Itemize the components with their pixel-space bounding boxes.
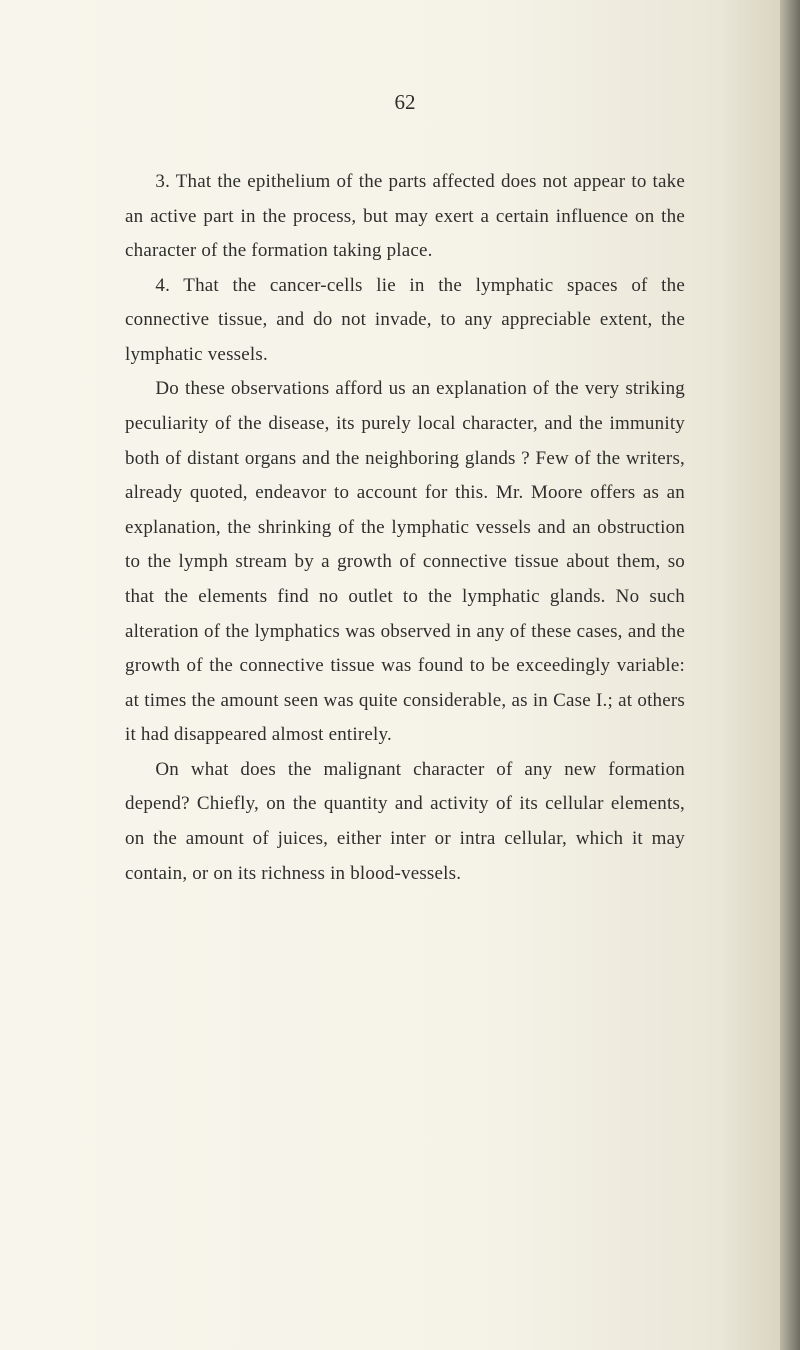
paragraph: 3. That the epithelium of the parts affe…	[125, 165, 685, 269]
paragraph: Do these observations afford us an expla…	[125, 372, 685, 752]
paragraph: On what does the malignant character of …	[125, 753, 685, 891]
paragraph: 4. That the cancer-cells lie in the lymp…	[125, 269, 685, 373]
page-number: 62	[125, 90, 685, 115]
body-text: 3. That the epithelium of the parts affe…	[125, 165, 685, 891]
book-page: 62 3. That the epithelium of the parts a…	[0, 0, 800, 1350]
